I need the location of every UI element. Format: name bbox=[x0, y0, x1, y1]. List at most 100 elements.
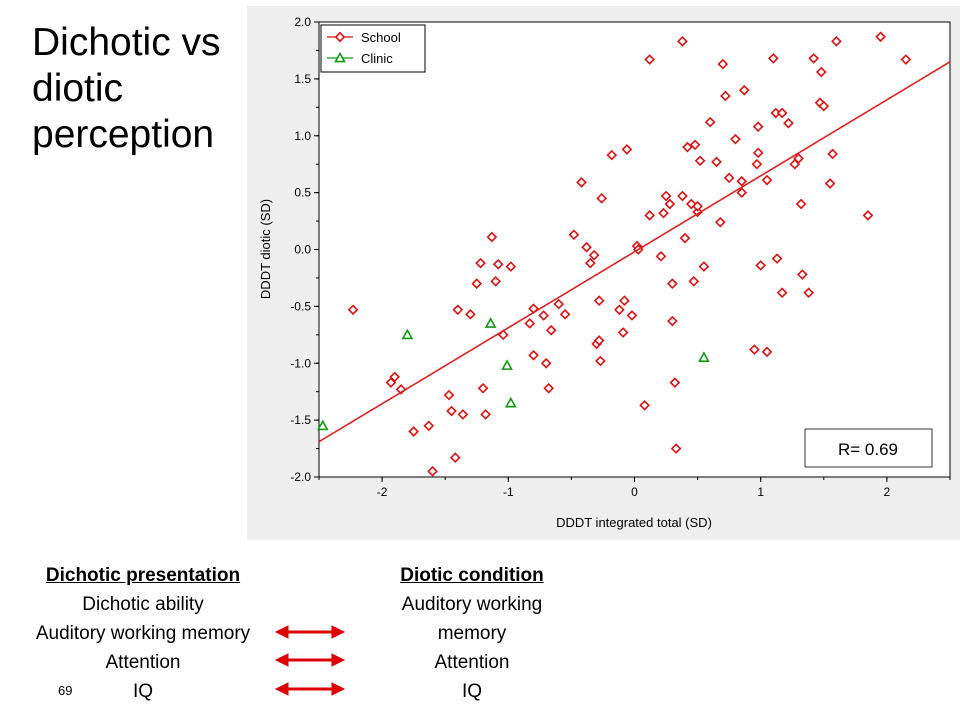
dichotic-item: Dichotic ability bbox=[82, 594, 204, 615]
school-point bbox=[717, 58, 729, 70]
legend-clinic-marker bbox=[334, 51, 346, 63]
y-tick-label: -1.0 bbox=[290, 356, 311, 370]
school-point bbox=[568, 229, 580, 241]
school-point bbox=[720, 90, 731, 102]
school-point bbox=[664, 198, 676, 210]
school-point bbox=[797, 269, 808, 280]
legend-box bbox=[320, 24, 426, 73]
school-point bbox=[670, 443, 682, 454]
r-box bbox=[804, 428, 933, 468]
school-point bbox=[606, 149, 618, 161]
r-annotation: R= 0.69 bbox=[804, 428, 933, 468]
scatter-chart: -2 -1 0 1 2 -2.0 -1.5 -1.0 -0.5 0.0 0.5 1.0 1.5 2.0 D… bbox=[247, 6, 960, 540]
school-point bbox=[619, 295, 630, 307]
school-point bbox=[408, 426, 419, 437]
y-tick-label: -1.5 bbox=[290, 413, 311, 427]
school-point bbox=[677, 36, 688, 47]
school-point bbox=[667, 315, 678, 327]
school-point bbox=[875, 31, 886, 43]
page-number: 69 bbox=[58, 683, 73, 698]
school-point bbox=[639, 400, 650, 411]
school-point bbox=[480, 409, 491, 420]
school-point bbox=[793, 153, 804, 164]
school-point bbox=[761, 174, 773, 186]
school-point bbox=[803, 287, 814, 299]
school-point bbox=[576, 177, 587, 188]
school-point bbox=[477, 382, 489, 394]
school-point bbox=[689, 139, 701, 151]
school-point bbox=[446, 405, 457, 417]
arrow-head-left-icon bbox=[274, 682, 289, 696]
school-point bbox=[818, 100, 830, 112]
clinic-point bbox=[504, 396, 517, 408]
school-point bbox=[692, 206, 703, 218]
fit-line bbox=[318, 61, 951, 443]
x-tick-label: -1 bbox=[503, 485, 514, 499]
dichotic-item: Auditory working memory bbox=[35, 623, 251, 644]
axis-ticks: -2 -1 0 1 2 -2.0 -1.5 -1.0 -0.5 0.0 0.5 1.0 1.5 2.0 bbox=[290, 15, 951, 499]
school-point bbox=[831, 36, 842, 47]
school-point bbox=[677, 190, 688, 202]
school-point bbox=[667, 278, 678, 289]
school-point bbox=[761, 346, 773, 358]
school-point bbox=[714, 216, 726, 228]
school-point bbox=[545, 324, 557, 336]
school-point bbox=[682, 141, 693, 153]
school-point bbox=[655, 250, 667, 262]
school-point bbox=[795, 198, 807, 210]
clinic-point bbox=[698, 351, 710, 362]
correlation-arrows bbox=[270, 618, 350, 708]
school-point bbox=[771, 253, 783, 264]
school-point bbox=[808, 53, 820, 64]
school-point bbox=[457, 409, 469, 420]
arrow-head-right-icon bbox=[331, 682, 346, 696]
school-point bbox=[752, 121, 764, 132]
school-point bbox=[626, 310, 638, 321]
y-tick-label: -0.5 bbox=[290, 299, 311, 313]
school-point bbox=[660, 190, 672, 202]
slide-title: Dichotic vs diotic perception bbox=[32, 21, 221, 156]
school-point bbox=[449, 452, 461, 463]
diotic-heading: Diotic condition bbox=[400, 565, 544, 586]
school-point bbox=[475, 257, 486, 269]
arrow-head-right-icon bbox=[331, 625, 346, 639]
dichotic-item: Attention bbox=[105, 652, 181, 673]
school-point bbox=[347, 304, 359, 316]
clinic-point bbox=[401, 328, 414, 340]
school-point bbox=[465, 309, 476, 320]
y-tick-label: 2.0 bbox=[294, 15, 311, 29]
school-point bbox=[752, 147, 764, 159]
legend: School Clinic bbox=[320, 24, 426, 73]
clinic-point bbox=[484, 317, 497, 328]
school-point bbox=[593, 335, 605, 346]
school-point bbox=[658, 207, 669, 219]
r-value: R= 0.69 bbox=[838, 440, 898, 459]
school-point bbox=[490, 276, 502, 287]
arrow-head-left-icon bbox=[274, 625, 289, 639]
school-point bbox=[614, 304, 625, 316]
legend-school-marker bbox=[334, 31, 346, 43]
school-point bbox=[427, 465, 438, 477]
school-point bbox=[644, 54, 655, 65]
school-point bbox=[776, 287, 788, 299]
school-point bbox=[815, 66, 827, 78]
school-point bbox=[767, 53, 779, 64]
school-point bbox=[423, 420, 435, 432]
school-point bbox=[694, 155, 706, 167]
school-point bbox=[669, 377, 681, 388]
x-tick-label: 1 bbox=[757, 485, 764, 499]
arrow-head-right-icon bbox=[331, 653, 346, 667]
school-point bbox=[783, 117, 794, 129]
school-point bbox=[862, 210, 874, 221]
school-point bbox=[540, 357, 552, 369]
school-point bbox=[738, 84, 750, 96]
arrow-head-left-icon bbox=[274, 653, 289, 667]
x-tick-label: 2 bbox=[884, 485, 891, 499]
school-point bbox=[698, 261, 710, 272]
school-point bbox=[452, 304, 464, 316]
school-point bbox=[443, 389, 455, 401]
clinic-point bbox=[316, 419, 329, 431]
school-point bbox=[617, 327, 629, 338]
diotic-item: Auditory working memory bbox=[401, 594, 543, 644]
y-tick-label: -2.0 bbox=[290, 470, 311, 484]
